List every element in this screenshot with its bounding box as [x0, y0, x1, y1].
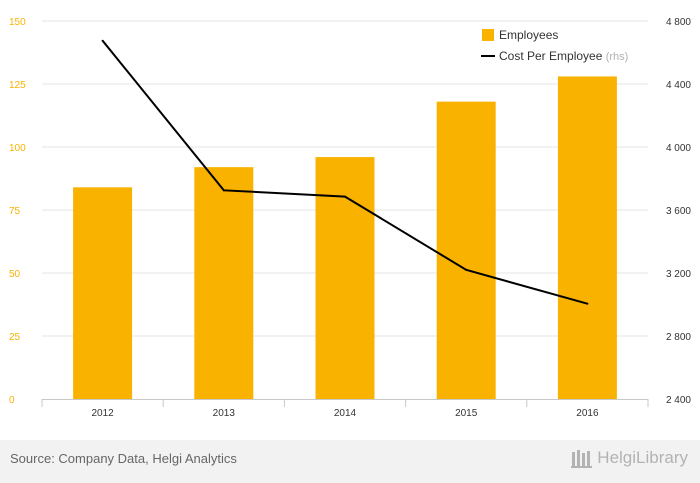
bar-series: [73, 76, 617, 399]
brand-name: HelgiLibrary: [597, 448, 688, 467]
bar: [194, 167, 254, 399]
y-right-tick-label: 4 800: [666, 17, 691, 28]
y-left-tick-label: 50: [9, 269, 21, 280]
x-tick-label: 2012: [91, 408, 114, 419]
x-tick-label: 2015: [455, 408, 478, 419]
library-icon: [571, 450, 593, 468]
combo-chart: 0 25 50 75 100 125 150 2 400 2 800 3 200 3 600 4 00…: [9, 17, 691, 419]
y-left-tick-label: 150: [9, 17, 26, 28]
legend-label-cost: Cost Per Employee (rhs): [499, 49, 628, 63]
line-point: [465, 268, 468, 271]
y-left-tick-label: 25: [9, 332, 21, 343]
line-point: [101, 39, 104, 42]
y-left-tick-label: 75: [9, 206, 21, 217]
y-right-tick-label: 2 400: [666, 395, 691, 406]
y-left-tick-label: 0: [9, 395, 15, 406]
footer: Source: Company Data, Helgi Analytics He…: [0, 440, 700, 483]
x-tick-label: 2013: [213, 408, 236, 419]
line-series: [101, 39, 589, 305]
y-right-tick-label: 4 000: [666, 143, 691, 154]
x-tick-label: 2016: [576, 408, 599, 419]
legend: Employees Cost Per Employee (rhs): [481, 28, 628, 63]
line-point: [344, 195, 346, 198]
y-right-tick-label: 3 200: [666, 269, 691, 280]
source-note: Source: Company Data, Helgi Analytics: [10, 451, 237, 466]
y-left-tick-label: 100: [9, 143, 26, 154]
line-point: [586, 302, 589, 305]
y-left-tick-label: 125: [9, 80, 26, 91]
bar: [436, 101, 496, 399]
bar: [315, 157, 375, 399]
legend-swatch-employees: [482, 29, 494, 41]
legend-label-employees: Employees: [499, 28, 558, 42]
y-right-tick-label: 4 400: [666, 80, 691, 91]
brand-logo: HelgiLibrary: [571, 448, 688, 468]
y-right-tick-label: 2 800: [666, 332, 691, 343]
bar: [73, 187, 133, 399]
x-tick-label: 2014: [334, 408, 357, 419]
bar: [557, 76, 617, 399]
axes: 0 25 50 75 100 125 150 2 400 2 800 3 200 3 600 4 00…: [9, 17, 691, 419]
y-right-tick-label: 3 600: [666, 206, 691, 217]
line-point: [222, 189, 225, 192]
legend-label-cost-suffix: (rhs): [606, 51, 629, 63]
